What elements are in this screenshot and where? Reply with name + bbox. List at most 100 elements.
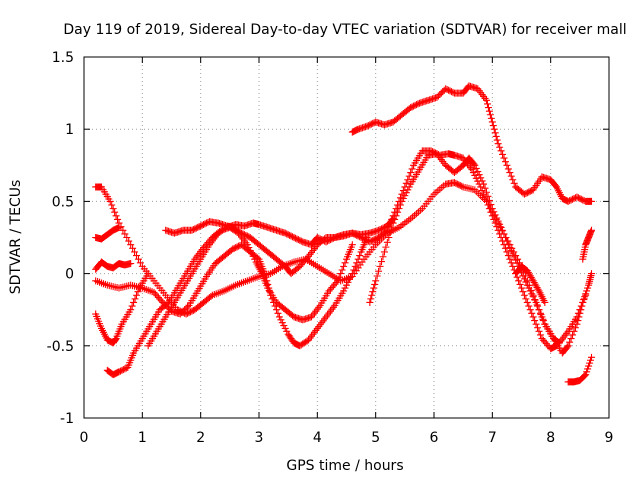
data-point: [303, 337, 311, 345]
data-point: [434, 92, 442, 100]
data-point: [200, 221, 208, 229]
data-point: [515, 277, 523, 285]
grid: [84, 57, 609, 418]
data-point: [576, 306, 584, 314]
data-point: [239, 230, 247, 238]
data-point: [497, 223, 505, 231]
data-point: [523, 298, 531, 306]
data-point: [232, 244, 240, 252]
data-point: [243, 232, 251, 240]
data-point: [367, 120, 375, 128]
data-point: [348, 229, 356, 237]
data-point: [398, 190, 406, 198]
data-point: [372, 277, 380, 285]
data-point: [518, 284, 525, 292]
data-point: [481, 184, 489, 192]
data-point: [480, 180, 488, 188]
data-point: [195, 223, 203, 231]
data-point: [483, 188, 490, 196]
data-point: [331, 280, 339, 288]
data-point: [248, 249, 256, 257]
data-point: [157, 297, 165, 305]
data-point: [348, 270, 356, 278]
data-point: [303, 254, 311, 262]
data-point: [449, 88, 457, 96]
data-point: [531, 317, 539, 325]
data-point: [131, 248, 139, 256]
data-point: [477, 174, 485, 182]
data-marks: [92, 82, 595, 386]
data-point: [395, 205, 403, 213]
data-point: [350, 266, 358, 274]
data-point: [367, 295, 375, 303]
data-point: [522, 189, 530, 197]
data-point: [243, 241, 251, 249]
data-point: [442, 85, 450, 93]
x-tick-label: 3: [255, 430, 264, 446]
x-tick-label: 6: [430, 430, 439, 446]
plot-area: [83, 56, 610, 419]
data-point: [448, 88, 455, 96]
data-point: [296, 236, 304, 244]
data-point: [504, 240, 512, 248]
data-point: [378, 225, 385, 233]
data-point: [501, 234, 509, 241]
data-point: [383, 238, 391, 246]
data-series: [348, 82, 595, 205]
data-point: [453, 180, 461, 188]
data-point: [536, 331, 544, 339]
data-point: [446, 87, 454, 95]
data-point: [534, 324, 542, 332]
data-point: [366, 298, 374, 306]
data-point: [347, 272, 355, 280]
data-point: [484, 104, 492, 112]
data-point: [469, 169, 477, 177]
data-point: [188, 226, 196, 234]
data-point: [534, 302, 542, 310]
data-point: [287, 232, 295, 240]
data-point: [254, 254, 262, 262]
data-point: [563, 343, 571, 351]
data-point: [375, 267, 383, 275]
data-series: [92, 270, 152, 347]
data-point: [536, 309, 544, 317]
data-point: [329, 282, 337, 290]
data-point: [534, 285, 542, 293]
x-axis-label: GPS time / hours: [286, 458, 403, 474]
data-point: [351, 231, 359, 239]
data-point: [499, 227, 507, 235]
data-point: [396, 201, 404, 209]
data-point: [490, 208, 498, 216]
data-point: [525, 302, 533, 310]
data-series: [564, 353, 595, 386]
data-point: [506, 169, 514, 177]
data-point: [379, 253, 387, 261]
data-point: [181, 306, 189, 314]
data-point: [326, 236, 334, 244]
data-point: [497, 147, 505, 155]
data-point: [566, 197, 574, 205]
data-point: [274, 309, 282, 317]
data-point: [233, 243, 241, 251]
data-point: [512, 256, 520, 264]
data-point: [382, 243, 390, 251]
data-point: [300, 257, 308, 265]
data-point: [500, 154, 508, 162]
data-point: [503, 248, 511, 256]
x-tick-label: 8: [546, 430, 555, 446]
data-point: [584, 365, 592, 373]
data-point: [541, 338, 549, 346]
data-point: [364, 122, 372, 130]
data-point: [178, 309, 186, 317]
data-point: [458, 182, 466, 190]
data-point: [245, 244, 253, 252]
x-tick-label: 5: [371, 430, 380, 446]
data-point: [499, 150, 507, 158]
data-point: [376, 226, 384, 234]
data-point: [402, 179, 410, 187]
y-axis-label: SDTVAR / TECUs: [8, 180, 24, 295]
data-point: [456, 182, 464, 190]
data-point: [286, 231, 294, 239]
y-tick-label: -1: [60, 411, 74, 427]
data-point: [370, 236, 378, 244]
